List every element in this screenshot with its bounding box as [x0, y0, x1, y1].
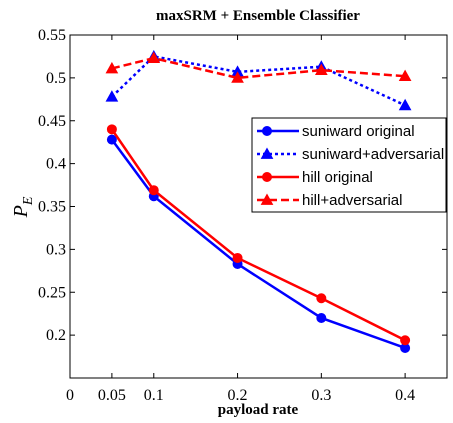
data-point: [105, 90, 119, 102]
legend-entry: hill original: [257, 169, 373, 186]
data-point: [316, 312, 327, 323]
y-axis-label-main: P: [10, 205, 32, 218]
y-tick-label: 0.55: [38, 27, 66, 44]
x-tick-label: 0.2: [228, 387, 248, 404]
data-point: [314, 63, 328, 76]
data-point: [148, 185, 159, 196]
data-point: [231, 71, 244, 83]
y-tick-label: 0.2: [46, 327, 66, 344]
y-tick-label: 0.35: [38, 199, 66, 216]
series-layer: [105, 49, 412, 353]
series-line: [111, 55, 406, 107]
legend-marker-swatch: [260, 193, 274, 205]
y-tick-label: 0.4: [46, 156, 66, 173]
data-point: [400, 335, 411, 346]
x-tick-label: 0.4: [395, 387, 415, 404]
y-tick-label: 0.45: [38, 113, 66, 130]
series-0: [106, 134, 411, 353]
legend-label: hill original: [302, 169, 373, 186]
y-axis-label: PE: [10, 196, 36, 218]
legend-label: suniward+adversarial: [302, 146, 444, 163]
data-point: [147, 51, 161, 64]
x-tick-label: 0: [66, 387, 74, 404]
legend-entry: hill+adversarial: [257, 192, 402, 209]
series-2: [106, 124, 411, 346]
data-point: [232, 252, 243, 263]
legend-label: suniward original: [302, 123, 415, 140]
data-point: [106, 124, 117, 135]
legend-marker-swatch: [262, 126, 272, 136]
series-line: [111, 56, 406, 80]
legend: suniward original suniward+adversarial hil…: [251, 117, 447, 213]
x-axis-label: payload rate: [218, 402, 299, 418]
y-tick-label: 0.5: [46, 70, 66, 87]
x-tick-label: 0.1: [144, 387, 164, 404]
legend-box: [251, 117, 447, 213]
legend-label: hill+adversarial: [302, 192, 402, 209]
data-point: [105, 61, 119, 74]
legend-marker-swatch: [262, 172, 272, 182]
legend-entry: suniward+adversarial: [257, 146, 444, 163]
data-point: [106, 134, 117, 145]
series-3: [105, 51, 412, 83]
y-tick-label: 0.25: [38, 284, 66, 301]
legend-entry: suniward original: [257, 123, 415, 140]
data-point: [398, 98, 412, 111]
y-axis-label-subscript: E: [21, 196, 36, 206]
chart-title: maxSRM + Ensemble Classifier: [156, 8, 360, 24]
y-tick-label: 0.3: [46, 241, 66, 258]
data-point: [398, 69, 412, 82]
data-point: [316, 293, 327, 304]
x-tick-label: 0.3: [311, 387, 331, 404]
axis-ticks: 0 0.05 0.1 0.2 0.3 0.4 0.2 0.25 0.3 0.35 0.4 0.45 0.…: [38, 27, 447, 404]
x-tick-label: 0.05: [98, 387, 126, 404]
legend-marker-swatch: [260, 147, 274, 159]
